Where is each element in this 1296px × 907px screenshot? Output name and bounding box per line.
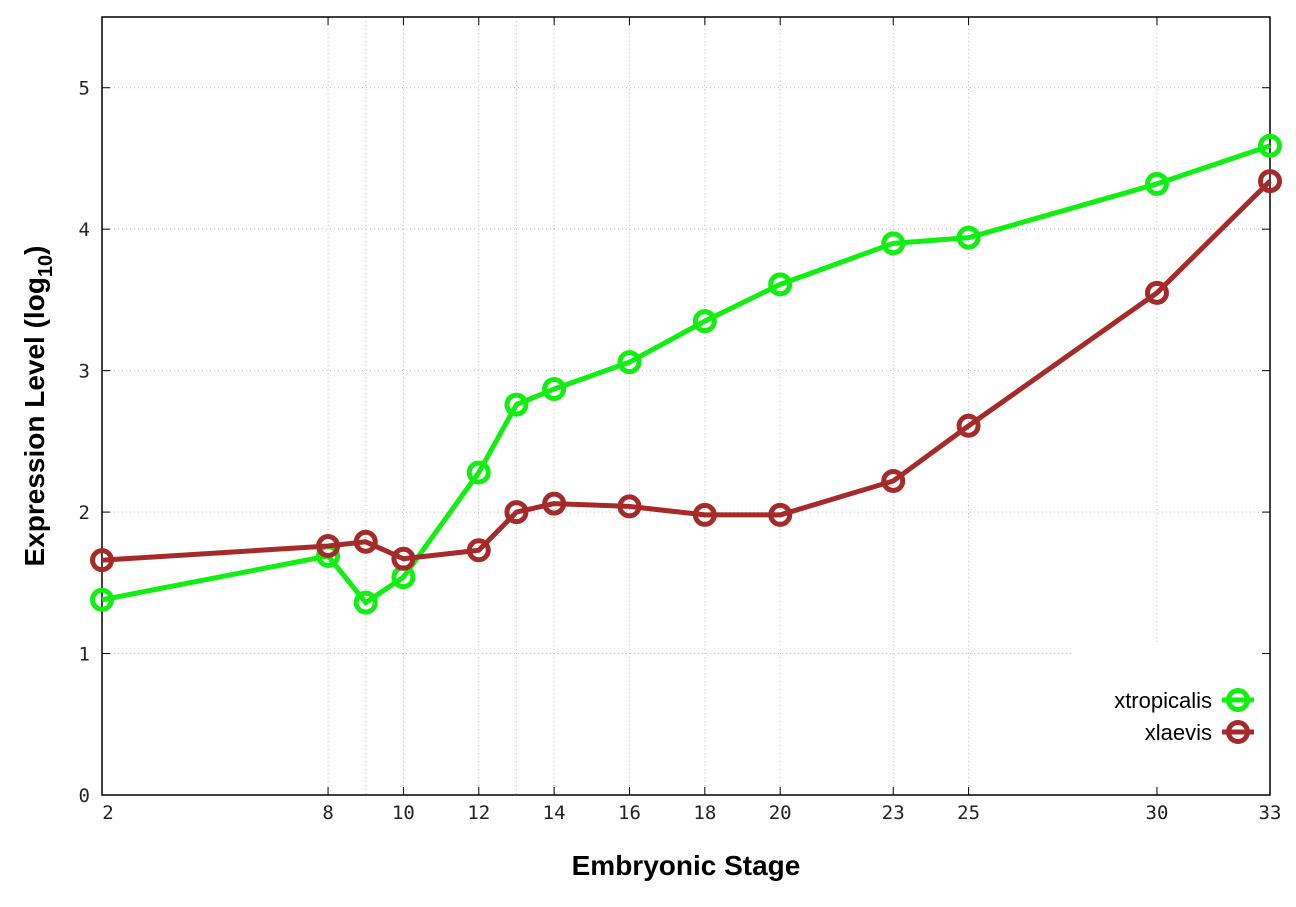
data-point-xlaevis [1144, 280, 1169, 305]
data-point-xlaevis [617, 494, 642, 519]
y-tick-label: 1 [79, 644, 90, 666]
data-point-xlaevis [90, 548, 114, 573]
y-tick-label: 0 [79, 785, 90, 807]
series [90, 133, 1282, 615]
data-point-xtropicalis [617, 350, 642, 375]
data-point-xlaevis [466, 538, 491, 563]
data-point-xlaevis [956, 413, 981, 438]
plot-frame [101, 16, 1271, 796]
data-point-xtropicalis [768, 272, 793, 297]
series-line-xlaevis [101, 179, 1272, 563]
data-point-xtropicalis [1144, 171, 1169, 196]
data-point-xlaevis [353, 529, 378, 554]
x-tick-label: 25 [957, 802, 980, 824]
x-axis-label: Embryonic Stage [572, 850, 801, 881]
x-tick-label: 30 [1146, 802, 1169, 824]
x-tick-label: 23 [882, 802, 905, 824]
data-point-xlaevis [692, 502, 717, 527]
data-point-xtropicalis [90, 587, 114, 612]
legend-label-xlaevis: xlaevis [1145, 720, 1212, 745]
legend-label-xtropicalis: xtropicalis [1114, 688, 1212, 713]
data-point-xlaevis [391, 546, 416, 571]
data-point-xtropicalis [353, 590, 378, 615]
data-point-xlaevis [1258, 169, 1282, 194]
x-tick-label: 12 [467, 802, 490, 824]
data-point-xtropicalis [542, 377, 567, 402]
legend-background [1072, 645, 1268, 793]
legend-marker-xtropicalis [1226, 688, 1250, 712]
y-tick-label: 5 [79, 78, 90, 100]
data-point-xtropicalis [1258, 133, 1282, 158]
data-point-xlaevis [768, 502, 793, 527]
data-point-xlaevis [504, 500, 529, 525]
y-tick-label: 4 [79, 219, 90, 241]
x-tick-label: 20 [769, 802, 792, 824]
x-tick-label: 16 [618, 802, 641, 824]
data-point-xtropicalis [956, 225, 981, 250]
x-tick-label: 14 [543, 802, 566, 824]
y-tick-label: 2 [79, 502, 90, 524]
data-point-xtropicalis [504, 392, 529, 417]
data-point-xtropicalis [466, 460, 491, 485]
x-tick-label: 8 [322, 802, 333, 824]
x-tick-label: 10 [392, 802, 415, 824]
y-tick-label: 3 [79, 361, 90, 383]
series-line-xtropicalis [101, 143, 1271, 606]
data-point-xlaevis [542, 491, 567, 516]
legend: xtropicalis xlaevis [1114, 688, 1254, 745]
legend-marker-xlaevis [1226, 720, 1250, 744]
data-point-xlaevis [881, 468, 906, 493]
data-point-xtropicalis [881, 231, 906, 256]
x-tick-label: 18 [693, 802, 716, 824]
x-tick-label: 33 [1259, 802, 1282, 824]
x-tick-label: 2 [102, 802, 113, 824]
data-point-xtropicalis [692, 309, 717, 334]
data-point-xlaevis [316, 534, 341, 559]
y-axis-label: Expression Level (log10) [19, 246, 57, 567]
